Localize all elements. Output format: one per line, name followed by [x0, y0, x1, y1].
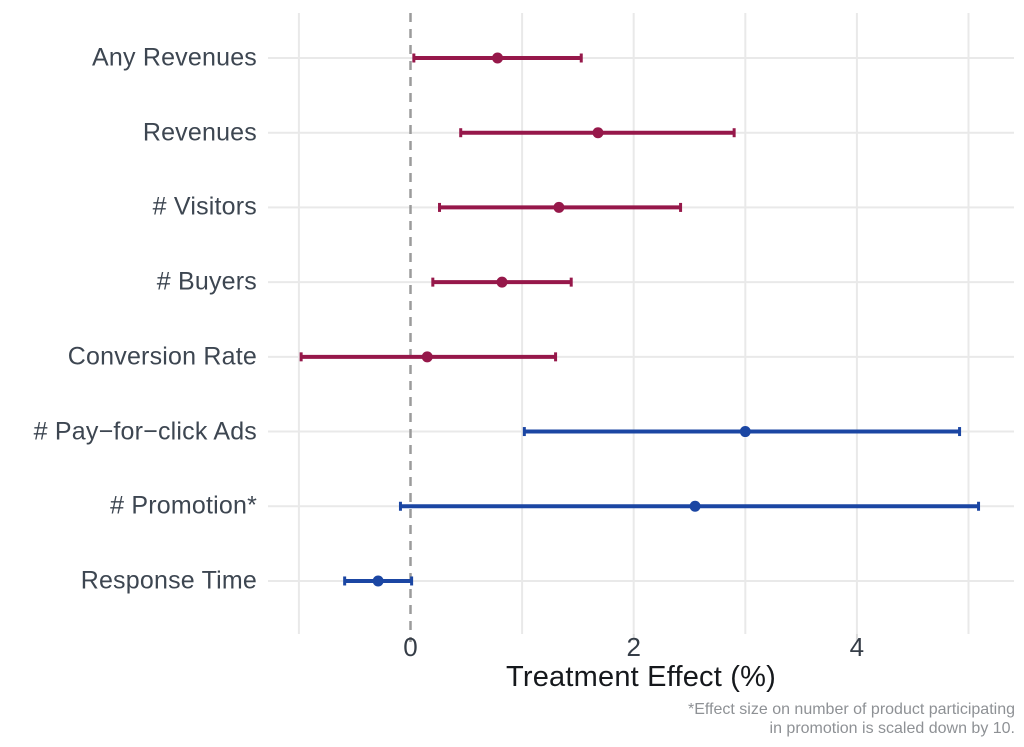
y-axis-label: Any Revenues	[92, 43, 257, 72]
y-axis-label: # Buyers	[156, 267, 257, 296]
point-estimate	[592, 127, 604, 139]
point-estimate	[496, 276, 508, 288]
point-estimate	[553, 201, 565, 213]
point-estimate	[421, 351, 433, 363]
x-axis-tick-label: 2	[626, 632, 641, 662]
y-axis-label: # Pay−for−click Ads	[33, 417, 257, 446]
footnote-line-2: in promotion is scaled down by 10.	[769, 720, 1015, 737]
x-axis-title: Treatment Effect (%)	[506, 661, 776, 693]
y-axis-label: # Promotion*	[110, 491, 257, 520]
y-axis-label: Conversion Rate	[67, 342, 257, 371]
point-estimate	[739, 426, 751, 438]
y-axis-label: # Visitors	[152, 192, 257, 221]
x-axis-tick-label: 4	[849, 632, 865, 662]
point-estimate	[492, 52, 504, 64]
point-estimate	[689, 500, 701, 512]
point-estimate	[372, 575, 384, 587]
x-axis-tick-label: 0	[403, 632, 418, 662]
y-axis-label: Response Time	[80, 566, 257, 595]
footnote-line-1: *Effect size on number of product partic…	[688, 701, 1015, 718]
y-axis-label: Revenues	[142, 118, 257, 147]
footnote: *Effect size on number of product partic…	[688, 700, 1015, 738]
